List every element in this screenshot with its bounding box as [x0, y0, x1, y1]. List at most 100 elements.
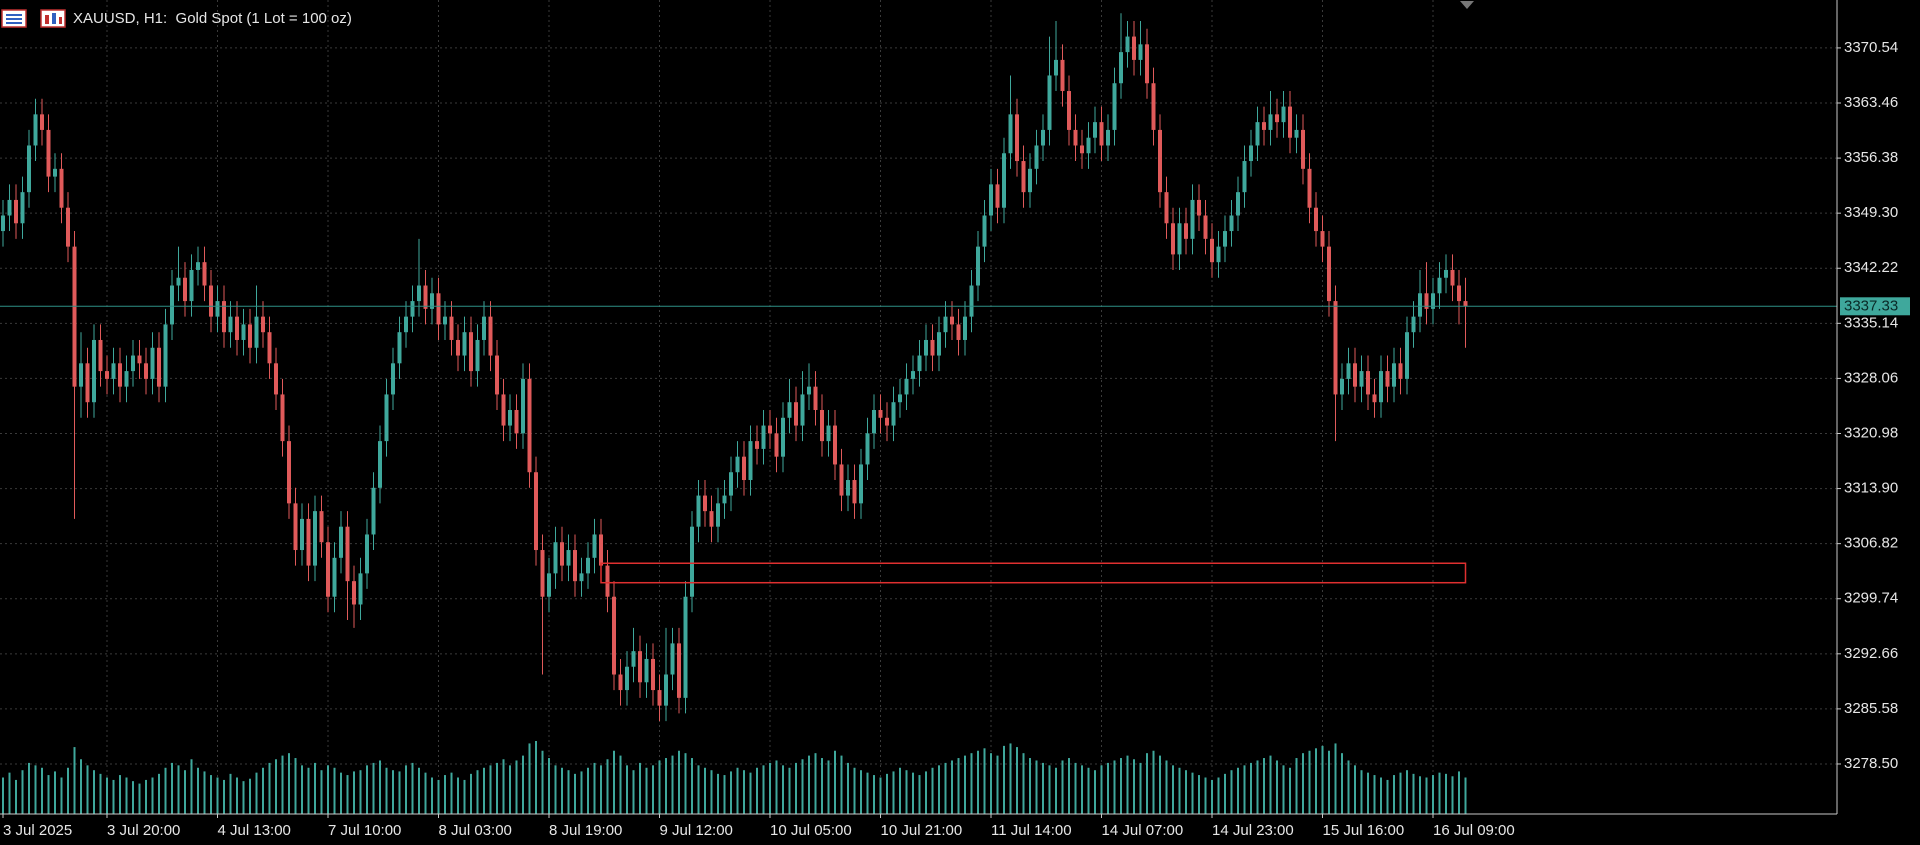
candle-body [560, 542, 564, 566]
candle-body [852, 480, 857, 504]
candle-body [1067, 91, 1071, 130]
candle-body [1450, 269, 1455, 286]
candle-body [1190, 199, 1195, 239]
x-tick-label: 8 Jul 19:00 [549, 822, 622, 839]
candle-body [1301, 129, 1305, 169]
candle-body [1125, 36, 1130, 53]
y-tick-label: 3356.38 [1844, 149, 1898, 166]
x-tick-label: 10 Jul 05:00 [770, 822, 852, 839]
y-tick-label: 3320.98 [1844, 424, 1898, 441]
candle-body [1028, 168, 1032, 193]
candle-body [150, 347, 155, 379]
candle-body [1340, 378, 1344, 395]
candle-body [183, 277, 187, 302]
candle-body [1398, 363, 1403, 379]
candle-body [1411, 316, 1416, 333]
x-tick-label: 14 Jul 07:00 [1102, 822, 1184, 839]
candle-body [1138, 44, 1143, 60]
candle-body [540, 550, 545, 597]
candle-body [1177, 223, 1182, 255]
candle-body [1333, 301, 1338, 395]
candle-body [722, 495, 727, 504]
x-tick-label: 14 Jul 23:00 [1212, 822, 1294, 839]
candle-body [306, 518, 311, 566]
candle-body [378, 441, 382, 488]
candle-body [748, 441, 753, 481]
candle-body [293, 503, 298, 551]
candle-body [1288, 106, 1292, 138]
candle-body [1015, 114, 1019, 162]
candle-body [46, 129, 51, 177]
candle-body [664, 674, 668, 706]
candle-body [319, 511, 324, 543]
menu-icon[interactable] [1, 9, 27, 28]
candle-body [1359, 371, 1364, 387]
candle-body [826, 425, 831, 442]
candle-body [1041, 129, 1045, 146]
candle-body [436, 293, 441, 325]
candle-body [313, 511, 317, 566]
candle-body [566, 550, 571, 566]
candle-body [872, 409, 876, 434]
candle-body [709, 511, 714, 527]
candle-body [280, 394, 285, 442]
candle-body [209, 285, 213, 317]
candle-body [1392, 363, 1396, 387]
candle-body [20, 192, 25, 224]
candle-body [781, 417, 785, 457]
candle-body [475, 339, 480, 372]
candle-body [332, 557, 337, 597]
candle-body [1216, 246, 1221, 263]
y-tick-label: 3328.06 [1844, 369, 1898, 386]
y-tick-label: 3306.82 [1844, 535, 1898, 552]
candle-body [1242, 161, 1247, 193]
candle-body [1307, 168, 1312, 208]
candle-body [59, 168, 64, 208]
candle-body [111, 363, 116, 379]
candle-body [365, 534, 369, 574]
candle-body [579, 573, 584, 582]
y-tick-label: 3335.14 [1844, 314, 1898, 331]
candle-body [735, 456, 740, 473]
candle-body [599, 534, 603, 566]
candle-body [1164, 192, 1169, 224]
candle-body [469, 332, 473, 372]
candle-body [1099, 122, 1104, 146]
candle-body [131, 355, 135, 372]
candle-body [956, 324, 961, 340]
x-tick-label: 4 Jul 13:00 [218, 822, 291, 839]
x-tick-label: 3 Jul 2025 [3, 822, 72, 839]
candle-body [267, 332, 272, 364]
candle-body [105, 371, 109, 379]
candle-body [79, 363, 83, 387]
candle-body [1366, 371, 1370, 395]
candle-body [66, 207, 70, 247]
candle-body [976, 246, 980, 286]
grid [0, 0, 1837, 814]
candle-body [969, 285, 974, 317]
candle-body [144, 363, 148, 379]
candle-body [807, 386, 811, 395]
x-tick-label: 3 Jul 20:00 [107, 822, 180, 839]
candle-body [488, 316, 493, 356]
zone-rectangle [600, 562, 1467, 584]
candle-body [27, 145, 31, 193]
candle-body [1418, 293, 1422, 317]
y-tick-label: 3313.90 [1844, 480, 1898, 497]
candle-body [228, 316, 233, 333]
candle-body [989, 184, 993, 216]
candle-body [930, 339, 935, 356]
candle-body [170, 285, 174, 325]
x-tick-label: 10 Jul 21:00 [881, 822, 963, 839]
candle-body [371, 487, 376, 535]
candle-body [1106, 129, 1110, 146]
candle-body [397, 332, 402, 364]
candle-body [1210, 238, 1214, 263]
shift-marker [1460, 1, 1474, 9]
candle-body [417, 285, 421, 302]
candle-body [1281, 106, 1286, 123]
candle-body [326, 542, 330, 597]
chart-icon[interactable] [40, 9, 66, 28]
candle-body [345, 526, 350, 582]
